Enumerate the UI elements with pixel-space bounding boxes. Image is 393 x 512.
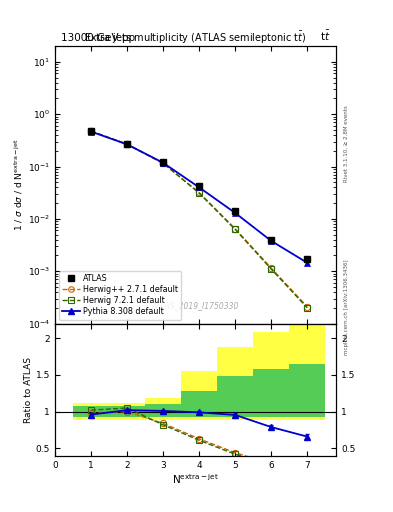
Text: 13000 GeV pp: 13000 GeV pp: [61, 33, 135, 44]
Y-axis label: Ratio to ATLAS: Ratio to ATLAS: [24, 357, 33, 422]
Text: mcplots.cern.ch [arXiv:1306.3436]: mcplots.cern.ch [arXiv:1306.3436]: [344, 260, 349, 355]
Text: t$\bar{t}$: t$\bar{t}$: [320, 29, 331, 44]
Legend: ATLAS, Herwig++ 2.7.1 default, Herwig 7.2.1 default, Pythia 8.308 default: ATLAS, Herwig++ 2.7.1 default, Herwig 7.…: [59, 271, 182, 319]
Text: Rivet 3.1.10, ≥ 2.8M events: Rivet 3.1.10, ≥ 2.8M events: [344, 105, 349, 182]
Title: Extra jets multiplicity (ATLAS semileptonic t$\bar{t}$): Extra jets multiplicity (ATLAS semilepto…: [84, 30, 307, 46]
X-axis label: N$^{\mathrm{extra-jet}}$: N$^{\mathrm{extra-jet}}$: [172, 472, 219, 486]
Text: ATLAS_2019_I1750330: ATLAS_2019_I1750330: [152, 301, 239, 310]
Y-axis label: 1 / $\sigma$ d$\sigma$ / d N$^{\mathrm{extra-jet}}$: 1 / $\sigma$ d$\sigma$ / d N$^{\mathrm{e…: [13, 138, 25, 231]
